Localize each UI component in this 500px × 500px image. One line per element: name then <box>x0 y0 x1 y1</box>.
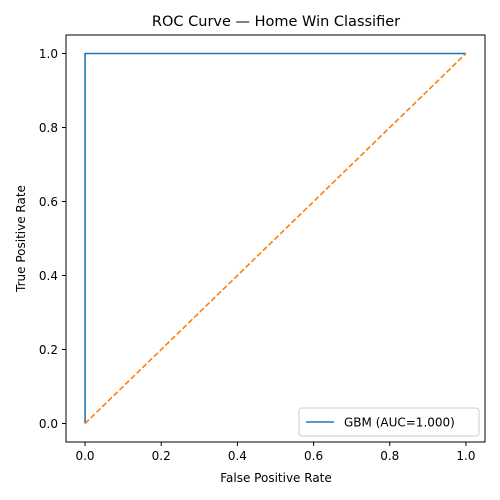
series-line-0 <box>84 52 466 424</box>
y-tick-label: 1.0 <box>39 47 58 61</box>
y-tick-label: 0.4 <box>39 269 58 283</box>
plot-area <box>65 34 486 443</box>
series-layer <box>84 52 467 425</box>
plot-frame <box>65 34 486 443</box>
x-tick-label: 0.4 <box>228 449 247 463</box>
legend: GBM (AUC=1.000) <box>298 407 480 437</box>
legend-label-gbm: GBM (AUC=1.000) <box>344 416 455 430</box>
x-tick-label: 0.8 <box>380 449 399 463</box>
y-tick-label: 0.2 <box>39 343 58 357</box>
legend-box <box>298 407 480 437</box>
x-axis-ticks: 0.0 0.2 0.4 0.6 0.8 1.0 <box>75 442 476 463</box>
y-tick-label: 0.8 <box>39 121 58 135</box>
x-tick-label: 1.0 <box>456 449 475 463</box>
y-axis-label: True Positive Rate <box>14 185 28 293</box>
series-line-1 <box>84 52 467 425</box>
y-axis-ticks: 0.0 0.2 0.4 0.6 0.8 1.0 <box>39 47 66 431</box>
chart-title: ROC Curve — Home Win Classifier <box>152 14 400 30</box>
x-tick-label: 0.6 <box>304 449 323 463</box>
x-tick-label: 0.0 <box>75 449 94 463</box>
x-tick-label: 0.2 <box>152 449 171 463</box>
x-axis-label: False Positive Rate <box>220 471 332 485</box>
y-tick-label: 0.0 <box>39 417 58 431</box>
y-tick-label: 0.6 <box>39 195 58 209</box>
